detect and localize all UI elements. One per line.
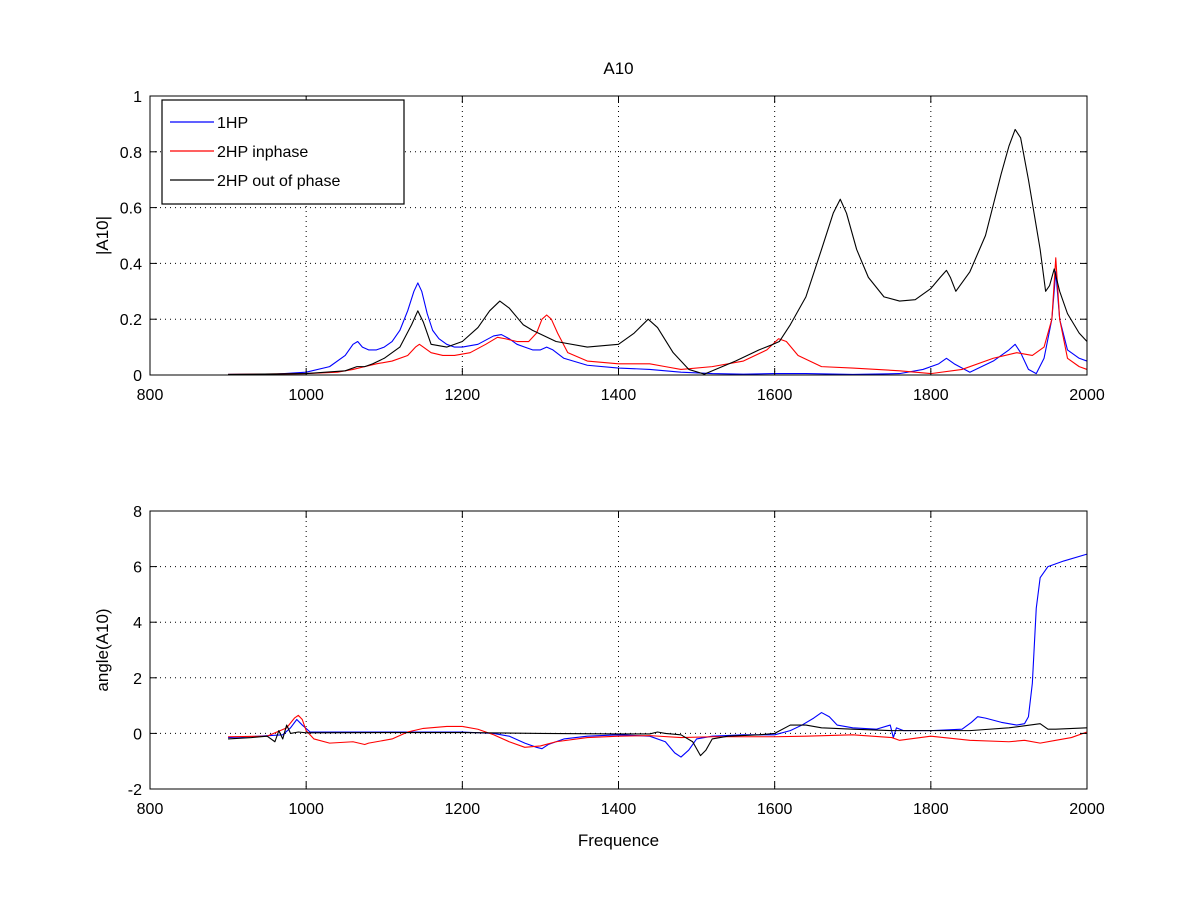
y-tick-label: 0.2 bbox=[120, 312, 142, 329]
series-line-1hp bbox=[228, 271, 1088, 375]
series-line-2hp-out-of-phase bbox=[228, 723, 1088, 757]
x-tick-label: 800 bbox=[137, 387, 164, 404]
legend-entry: 1HP bbox=[217, 115, 248, 132]
y-tick-label: 0 bbox=[133, 726, 142, 743]
y-tick-label: 0 bbox=[133, 368, 142, 385]
x-tick-label: 2000 bbox=[1069, 387, 1105, 404]
x-tick-label: 1600 bbox=[757, 387, 793, 404]
y-tick-label: 1 bbox=[133, 89, 142, 106]
y-tick-label: 2 bbox=[133, 671, 142, 688]
y-tick-label: 6 bbox=[133, 560, 142, 577]
x-tick-label: 1200 bbox=[445, 387, 481, 404]
legend-entry: 2HP out of phase bbox=[217, 173, 340, 190]
y-tick-label: 0.8 bbox=[120, 145, 142, 162]
x-axis-label: Frequence bbox=[578, 831, 659, 850]
x-tick-label: 1200 bbox=[445, 801, 481, 818]
series-line-2hp-inphase bbox=[228, 714, 1088, 748]
x-tick-label: 1000 bbox=[288, 801, 324, 818]
y-axis-label: |A10| bbox=[93, 216, 112, 255]
series-line-2hp-inphase bbox=[228, 257, 1088, 375]
x-tick-label: 1800 bbox=[913, 801, 949, 818]
y-tick-label: 4 bbox=[133, 615, 142, 632]
magnitude-panel: 800 1000 1200 1400 1600 1800 2000 0 0.2 0.4 0.6 0.8… bbox=[93, 89, 1105, 404]
x-tick-label: 2000 bbox=[1069, 801, 1105, 818]
legend-entry: 2HP inphase bbox=[217, 144, 308, 161]
series-line-2hp-out-of-phase bbox=[228, 128, 1088, 375]
legend-box bbox=[161, 99, 405, 205]
y-axis-label: angle(A10) bbox=[93, 608, 112, 691]
x-tick-label: 1400 bbox=[601, 387, 637, 404]
x-tick-label: 800 bbox=[137, 801, 164, 818]
y-tick-label: 0.4 bbox=[120, 256, 142, 273]
chart-title: A10 bbox=[603, 59, 633, 78]
x-tick-label: 1600 bbox=[757, 801, 793, 818]
angle-panel: 800 1000 1200 1400 1600 1800 2000 -2 0 2 4 6 8 angle(… bbox=[93, 504, 1105, 850]
y-tick-label: -2 bbox=[128, 782, 142, 799]
legend: 1HP 2HP inphase 2HP out of phase bbox=[161, 99, 405, 205]
x-tick-label: 1400 bbox=[601, 801, 637, 818]
x-tick-label: 1800 bbox=[913, 387, 949, 404]
x-tick-label: 1000 bbox=[288, 387, 324, 404]
y-tick-label: 0.6 bbox=[120, 201, 142, 218]
y-tick-label: 8 bbox=[133, 504, 142, 521]
